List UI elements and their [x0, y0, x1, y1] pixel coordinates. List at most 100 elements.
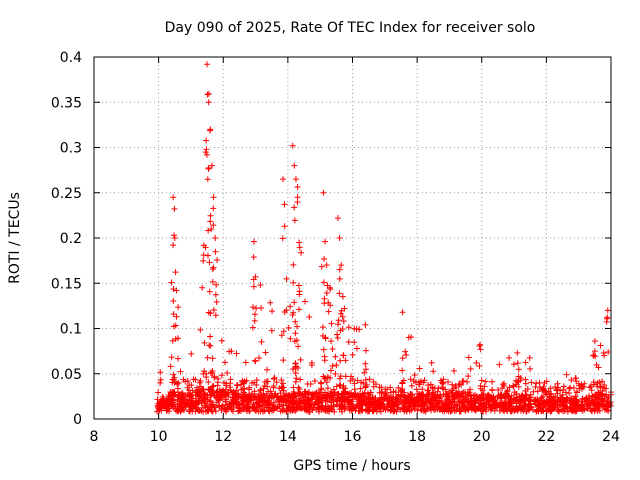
- data-point: [172, 269, 179, 276]
- data-point: [224, 370, 231, 377]
- data-point: [399, 355, 406, 362]
- data-point: [599, 391, 606, 398]
- data-point: [157, 369, 164, 376]
- data-point: [305, 397, 312, 404]
- data-point: [448, 404, 455, 411]
- data-point: [538, 394, 545, 401]
- data-point: [204, 354, 211, 361]
- data-point: [514, 396, 521, 403]
- data-point: [313, 406, 320, 413]
- data-point: [296, 239, 303, 246]
- data-point: [437, 391, 444, 398]
- data-point: [382, 386, 389, 393]
- data-point: [585, 402, 592, 409]
- data-point: [316, 394, 323, 401]
- data-point: [472, 407, 479, 414]
- data-point: [335, 321, 342, 328]
- data-point: [467, 365, 474, 372]
- data-point: [362, 384, 369, 391]
- data-point: [243, 405, 250, 412]
- data-point: [320, 324, 327, 331]
- data-point: [418, 398, 425, 405]
- data-point: [322, 335, 329, 342]
- data-point: [174, 394, 181, 401]
- data-point: [293, 375, 300, 382]
- data-point: [424, 394, 431, 401]
- data-point: [218, 337, 225, 344]
- data-point: [430, 368, 437, 375]
- data-point: [171, 205, 178, 212]
- data-point: [524, 385, 531, 392]
- data-point: [427, 381, 434, 388]
- data-point: [337, 357, 344, 364]
- data-point: [339, 293, 346, 300]
- data-point: [237, 408, 244, 415]
- data-point: [295, 343, 302, 350]
- data-point: [173, 287, 180, 294]
- data-point: [493, 401, 500, 408]
- data-point: [166, 401, 173, 408]
- data-point: [558, 406, 565, 413]
- data-point: [568, 377, 575, 384]
- data-point: [233, 397, 240, 404]
- data-point: [477, 346, 484, 353]
- data-point: [348, 373, 355, 380]
- data-point: [573, 378, 580, 385]
- data-point: [506, 354, 513, 361]
- data-point: [402, 404, 409, 411]
- data-point: [596, 379, 603, 386]
- y-tick-label: 0.35: [51, 95, 82, 111]
- data-point: [170, 286, 177, 293]
- data-point: [363, 398, 370, 405]
- data-point: [428, 359, 435, 366]
- data-point: [439, 384, 446, 391]
- data-point: [334, 335, 341, 342]
- data-point: [464, 401, 471, 408]
- data-point: [210, 194, 217, 201]
- data-point: [463, 378, 470, 385]
- data-point: [262, 397, 269, 404]
- data-point: [420, 379, 427, 386]
- data-point: [342, 373, 349, 380]
- data-point: [440, 402, 447, 409]
- data-point: [179, 391, 186, 398]
- data-point: [202, 244, 209, 251]
- data-point: [257, 282, 264, 289]
- data-point: [206, 127, 213, 134]
- data-point: [506, 384, 513, 391]
- data-point: [246, 408, 253, 415]
- data-point: [221, 391, 228, 398]
- data-point: [349, 351, 356, 358]
- data-point: [227, 403, 234, 410]
- data-point: [222, 386, 229, 393]
- data-point: [443, 397, 450, 404]
- data-point: [170, 392, 177, 399]
- x-tick-label: 8: [90, 429, 99, 445]
- data-point: [201, 398, 208, 405]
- data-point: [256, 355, 263, 362]
- data-point: [514, 349, 521, 356]
- data-point: [289, 403, 296, 410]
- data-point: [337, 381, 344, 388]
- data-point: [339, 404, 346, 411]
- data-point: [337, 395, 344, 402]
- data-point: [347, 377, 354, 384]
- data-point: [592, 396, 599, 403]
- data-point: [227, 387, 234, 394]
- data-point: [449, 381, 456, 388]
- data-point: [184, 384, 191, 391]
- data-point: [344, 398, 351, 405]
- data-point: [353, 345, 360, 352]
- data-point: [257, 387, 264, 394]
- data-point: [574, 403, 581, 410]
- data-point: [302, 298, 309, 305]
- data-point: [566, 390, 573, 397]
- data-point: [305, 391, 312, 398]
- data-point: [169, 392, 176, 399]
- data-point: [291, 217, 298, 224]
- data-point: [297, 356, 304, 363]
- data-point: [526, 394, 533, 401]
- data-point: [358, 393, 365, 400]
- data-point: [345, 324, 352, 331]
